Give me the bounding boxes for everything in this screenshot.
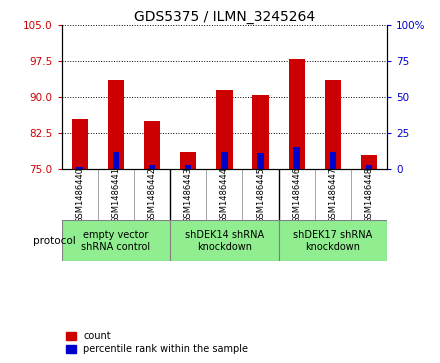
Bar <box>113 152 119 169</box>
Bar <box>293 147 300 169</box>
Text: GSM1486443: GSM1486443 <box>184 167 193 223</box>
Text: GSM1486447: GSM1486447 <box>328 167 337 223</box>
Bar <box>180 152 196 169</box>
Text: GSM1486445: GSM1486445 <box>256 167 265 223</box>
Text: GSM1486442: GSM1486442 <box>147 167 157 223</box>
Text: GSM1486448: GSM1486448 <box>365 167 374 223</box>
Text: GSM1486441: GSM1486441 <box>111 167 121 223</box>
Bar <box>361 155 377 169</box>
Legend: count, percentile rank within the sample: count, percentile rank within the sample <box>62 327 252 358</box>
Bar <box>108 81 124 169</box>
Bar <box>170 220 279 261</box>
Bar <box>144 121 160 169</box>
Bar <box>325 81 341 169</box>
Bar <box>366 166 372 169</box>
Text: shDEK14 shRNA
knockdown: shDEK14 shRNA knockdown <box>185 230 264 252</box>
Text: protocol: protocol <box>33 236 75 246</box>
Title: GDS5375 / ILMN_3245264: GDS5375 / ILMN_3245264 <box>134 11 315 24</box>
Bar <box>253 95 269 169</box>
Text: empty vector
shRNA control: empty vector shRNA control <box>81 230 150 252</box>
Bar <box>77 167 83 169</box>
Bar <box>221 152 227 169</box>
Text: GSM1486440: GSM1486440 <box>75 167 84 223</box>
Text: GSM1486444: GSM1486444 <box>220 167 229 223</box>
Bar <box>330 152 336 169</box>
Bar <box>62 220 170 261</box>
Bar <box>257 153 264 169</box>
Bar <box>279 220 387 261</box>
Text: shDEK17 shRNA
knockdown: shDEK17 shRNA knockdown <box>293 230 373 252</box>
Bar <box>72 119 88 169</box>
Text: GSM1486446: GSM1486446 <box>292 167 301 223</box>
Bar <box>149 166 155 169</box>
Bar <box>216 90 232 169</box>
Bar <box>185 165 191 169</box>
Bar <box>289 59 305 169</box>
